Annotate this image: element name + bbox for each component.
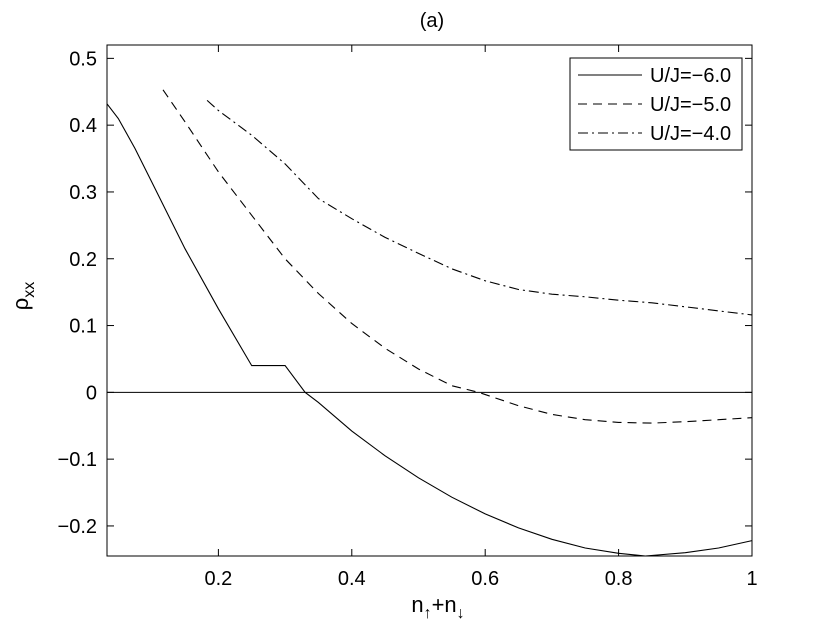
x-tick-label: 0.2 bbox=[204, 568, 232, 590]
axis-ticks: 0.2 0.4 0.6 0.8 1 −0.2 −0.1 0 0.1 0.2 0.3 0.4 0.5 bbox=[58, 45, 758, 590]
x-tick-label: 0.6 bbox=[471, 568, 499, 590]
legend-label: U/J=−4.0 bbox=[650, 123, 731, 145]
y-tick-label: 0.5 bbox=[69, 48, 97, 70]
x-tick-label: 0.8 bbox=[605, 568, 633, 590]
legend-label: U/J=−6.0 bbox=[650, 65, 731, 87]
series-line bbox=[206, 99, 753, 316]
axis-label-part: ρ bbox=[8, 298, 33, 311]
series-line bbox=[106, 103, 753, 557]
x-tick-label: 0.4 bbox=[338, 568, 366, 590]
y-tick-label: 0.3 bbox=[69, 182, 97, 204]
chart-title: (a) bbox=[420, 10, 444, 32]
axis-label-part: ↑ bbox=[424, 605, 432, 622]
y-tick-label: 0.1 bbox=[69, 316, 97, 338]
series-line bbox=[162, 89, 753, 424]
data-series bbox=[106, 89, 753, 557]
axis-label-part: +n bbox=[432, 592, 457, 617]
y-tick-label: 0 bbox=[86, 382, 97, 404]
y-tick-label: 0.4 bbox=[69, 115, 97, 137]
chart-legend: U/J=−6.0 U/J=−5.0 U/J=−4.0 bbox=[569, 57, 743, 151]
plot-area-frame bbox=[106, 44, 753, 557]
x-axis-label: n↑+n↓ bbox=[411, 592, 464, 622]
axis-label-part: xx bbox=[21, 282, 38, 298]
y-tick-label: 0.2 bbox=[69, 249, 97, 271]
y-axis-label: ρxx bbox=[8, 282, 38, 311]
x-tick-label: 1 bbox=[746, 568, 757, 590]
axis-label-part: n bbox=[411, 592, 423, 617]
legend-label: U/J=−5.0 bbox=[650, 94, 731, 116]
axis-label-part: ↓ bbox=[457, 605, 465, 622]
y-tick-label: −0.1 bbox=[58, 449, 97, 471]
y-tick-label: −0.2 bbox=[58, 516, 97, 538]
